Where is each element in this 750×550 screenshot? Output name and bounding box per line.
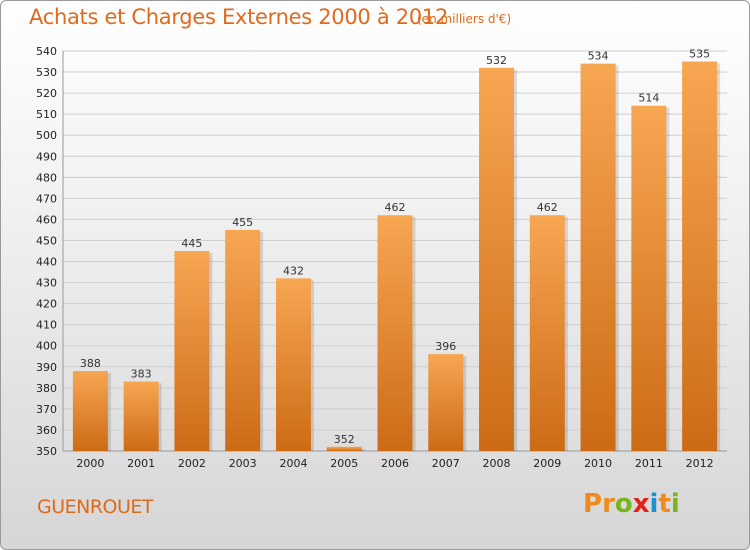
bar-2005: [326, 446, 362, 451]
x-tick-label-2010: 2010: [584, 457, 612, 470]
x-tick-label-2012: 2012: [686, 457, 714, 470]
bar-2004: [275, 278, 311, 451]
proxiti-logo[interactable]: Proxiti: [583, 489, 680, 519]
x-tick-label-2003: 2003: [229, 457, 257, 470]
y-tick-label: 400: [36, 340, 57, 353]
y-tick-label: 450: [36, 234, 57, 247]
y-tick-label: 380: [36, 382, 57, 395]
value-label-2002: 445: [181, 237, 202, 250]
value-label-2000: 388: [80, 357, 101, 370]
y-tick-label: 350: [36, 445, 57, 458]
bar-2009: [529, 215, 565, 451]
bar-2012: [682, 61, 718, 452]
x-tick-label-2002: 2002: [178, 457, 206, 470]
y-tick-label: 430: [36, 277, 57, 290]
y-tick-label: 530: [36, 66, 57, 79]
logo-letter-3: o: [614, 489, 633, 519]
value-label-2008: 532: [486, 54, 507, 67]
value-label-2003: 455: [232, 216, 253, 229]
y-tick-label: 480: [36, 171, 57, 184]
x-tick-label-2011: 2011: [635, 457, 663, 470]
x-tick-label-2006: 2006: [381, 457, 409, 470]
value-label-2005: 352: [334, 433, 355, 446]
x-tick-label-2005: 2005: [330, 457, 358, 470]
logo-letter-5: i: [649, 489, 659, 519]
y-tick-label: 540: [36, 45, 57, 58]
y-tick-label: 470: [36, 192, 57, 205]
x-tick-label-2001: 2001: [127, 457, 155, 470]
value-label-2010: 534: [588, 50, 609, 63]
bar-2010: [580, 63, 616, 451]
y-tick-label: 360: [36, 424, 57, 437]
logo-letter-2: r: [602, 489, 615, 519]
y-tick-label: 390: [36, 361, 57, 374]
y-tick-label: 510: [36, 108, 57, 121]
value-label-2001: 383: [131, 368, 152, 381]
y-tick-label: 490: [36, 150, 57, 163]
x-tick-label-2000: 2000: [76, 457, 104, 470]
chart-subtitle: (en milliers d'€): [417, 12, 512, 26]
y-tick-label: 520: [36, 87, 57, 100]
x-tick-label-2004: 2004: [279, 457, 307, 470]
bar-2002: [174, 251, 210, 451]
bar-2001: [123, 381, 159, 451]
chart-title: Achats et Charges Externes 2000 à 2012: [29, 5, 449, 29]
value-label-2011: 514: [638, 92, 659, 105]
value-label-2006: 462: [385, 201, 406, 214]
bar-2003: [225, 229, 261, 451]
bar-2007: [428, 354, 464, 451]
bar-2006: [377, 215, 413, 451]
y-tick-label: 440: [36, 256, 57, 269]
y-tick-label: 420: [36, 298, 57, 311]
value-label-2007: 396: [435, 340, 456, 353]
x-tick-label-2007: 2007: [432, 457, 460, 470]
bar-2011: [631, 105, 667, 451]
value-label-2009: 462: [537, 201, 558, 214]
y-tick-label: 370: [36, 403, 57, 416]
logo-letter-7: i: [670, 489, 680, 519]
value-label-2012: 535: [689, 48, 710, 61]
bar-2008: [479, 67, 515, 451]
logo-letter-4: x: [632, 489, 650, 519]
x-tick-label-2008: 2008: [483, 457, 511, 470]
y-tick-label: 500: [36, 129, 57, 142]
value-label-2004: 432: [283, 264, 304, 277]
bar-2000: [72, 371, 108, 451]
logo-letter-6: t: [658, 489, 671, 519]
x-tick-label-2009: 2009: [533, 457, 561, 470]
y-tick-label: 460: [36, 213, 57, 226]
commune-name: GUENROUET: [37, 496, 154, 518]
logo-letter-1: P: [583, 489, 603, 519]
y-tick-label: 410: [36, 319, 57, 332]
